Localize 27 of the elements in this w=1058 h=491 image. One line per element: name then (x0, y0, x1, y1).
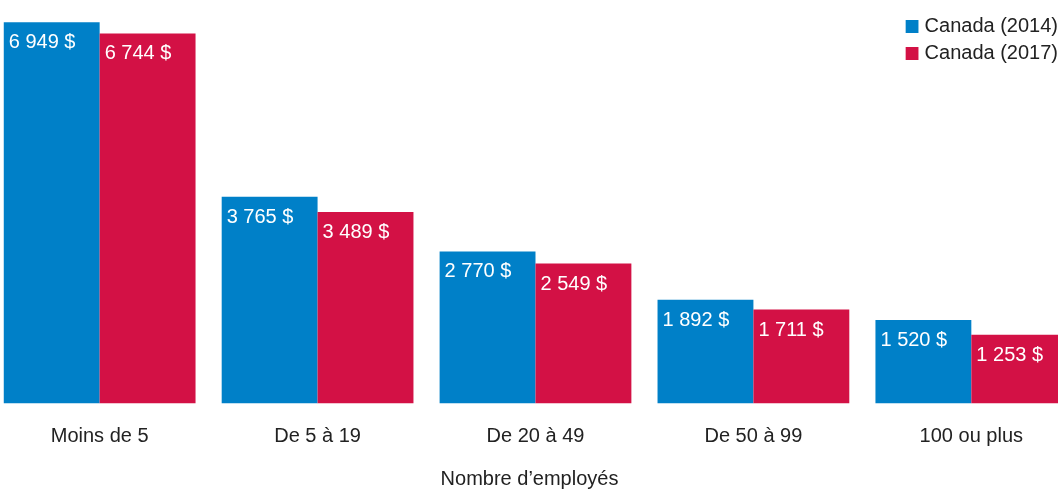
data-label: 1 520 $ (880, 328, 948, 351)
data-label: 6 949 $ (8, 30, 76, 53)
data-label: 1 711 $ (758, 317, 824, 340)
data-label: 2 770 $ (444, 259, 512, 282)
data-label: 2 549 $ (540, 271, 608, 294)
x-tick-label: De 5 à 19 (274, 423, 361, 446)
data-label: 6 744 $ (104, 41, 172, 64)
bar (753, 309, 850, 404)
data-label: 1 892 $ (662, 307, 730, 330)
data-label: 3 489 $ (322, 220, 390, 243)
x-tick-label: Moins de 5 (50, 423, 149, 446)
bar (439, 251, 536, 404)
bar (317, 212, 414, 404)
bar (99, 33, 196, 404)
x-tick-label: De 20 à 49 (486, 423, 585, 446)
bar (221, 196, 318, 404)
bar (3, 22, 100, 404)
bar (657, 299, 754, 404)
data-label: 3 765 $ (226, 204, 294, 227)
legend-label: Canada (2014) (924, 14, 1058, 37)
x-tick-label: De 50 à 99 (704, 423, 803, 446)
x-tick-label: 100 ou plus (919, 423, 1024, 446)
bar (875, 320, 972, 404)
bar (535, 263, 632, 404)
data-label: 1 253 $ (976, 342, 1044, 365)
legend-label: Canada (2017) (924, 41, 1058, 64)
x-axis-title: Nombre d’employés (440, 466, 619, 489)
